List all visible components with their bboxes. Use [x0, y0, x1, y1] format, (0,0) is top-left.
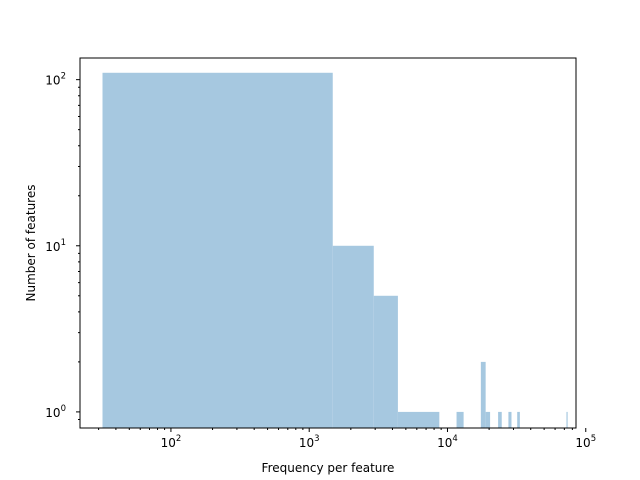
histogram-bar: [373, 295, 398, 428]
y-tick-label: 102: [45, 72, 66, 88]
histogram-bar: [102, 72, 333, 428]
y-tick-label-exponent: 0: [61, 404, 66, 414]
x-tick-label: 105: [575, 434, 596, 450]
y-tick-label-exponent: 1: [61, 238, 66, 248]
x-tick-label-exponent: 3: [314, 434, 319, 444]
histogram-bar: [480, 361, 486, 428]
x-tick-label-exponent: 5: [591, 434, 596, 444]
x-tick-label: 103: [299, 434, 320, 450]
histogram-bar: [508, 411, 512, 428]
y-tick-label-base: 10: [45, 406, 60, 420]
histogram-bar: [517, 411, 520, 428]
x-tick-label-exponent: 2: [176, 434, 181, 444]
y-tick-label-base: 10: [45, 74, 60, 88]
x-tick-label-base: 10: [299, 436, 314, 450]
x-tick-label: 102: [161, 434, 182, 450]
x-tick-label-base: 10: [575, 436, 590, 450]
x-axis-label: Frequency per feature: [262, 461, 395, 475]
histogram-bar: [498, 411, 502, 428]
x-tick-label: 104: [437, 434, 458, 450]
y-axis-label: Number of features: [24, 185, 38, 302]
plot-frame: [79, 57, 577, 429]
histogram-bar: [332, 245, 374, 428]
histogram-bar: [566, 411, 568, 428]
y-tick-label-base: 10: [45, 240, 60, 254]
histogram-bar: [485, 411, 491, 428]
y-tick-label-exponent: 2: [61, 72, 66, 82]
histogram-bar: [456, 411, 464, 428]
bars-layer: [102, 72, 568, 428]
y-tick-label: 101: [45, 238, 66, 254]
x-tick-label-exponent: 4: [452, 434, 457, 444]
y-tick-label: 100: [45, 404, 66, 420]
histogram-bar: [397, 411, 440, 428]
x-tick-label-base: 10: [161, 436, 176, 450]
x-tick-label-base: 10: [437, 436, 452, 450]
